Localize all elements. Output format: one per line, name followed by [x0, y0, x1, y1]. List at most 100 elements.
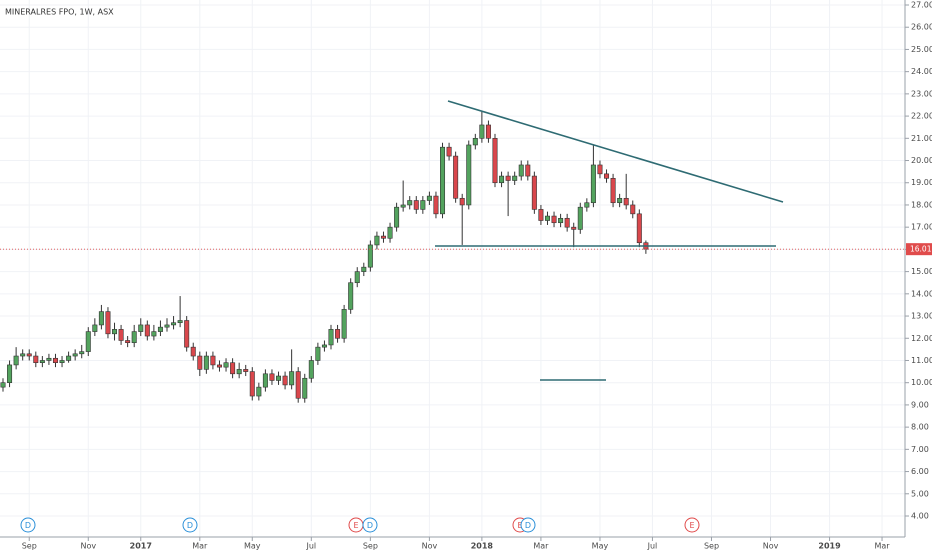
candle-body	[125, 340, 131, 344]
event-marker[interactable]: D	[20, 517, 36, 533]
x-tick-label: Jul	[305, 542, 316, 550]
candle-body	[394, 206, 400, 228]
candle-body	[59, 360, 65, 364]
y-tick-label: 7.00	[911, 445, 929, 454]
event-circle	[20, 517, 36, 533]
candle-body	[295, 371, 301, 399]
candle-body	[308, 360, 314, 379]
x-tick-label: Jul	[647, 542, 658, 550]
y-tick-label: 18.00	[911, 200, 932, 209]
axis-labels: 4.00 5.00 6.00 7.00 8.00 9.00 10.00 11.00 12.00 1…	[20, 1, 932, 550]
candle-body	[315, 346, 321, 361]
y-tick-label: 14.00	[911, 289, 932, 298]
y-tick-label: 6.00	[911, 467, 929, 476]
candle-body	[243, 369, 249, 372]
event-label: D	[25, 521, 31, 530]
x-tick-label: Nov	[422, 542, 438, 550]
y-tick-label: 20.00	[911, 156, 932, 165]
candle-body	[387, 226, 393, 239]
candle-body	[46, 357, 52, 361]
candle-body	[407, 200, 413, 206]
candle-body	[499, 175, 505, 184]
x-tick-label: Mar	[192, 542, 208, 550]
chart-title: MINERALRES FPO, 1W, ASX	[5, 8, 114, 17]
candle-body	[138, 324, 144, 332]
x-tick-label: Mar	[533, 542, 549, 550]
x-tick-label: May	[244, 542, 261, 550]
candle-body	[604, 173, 610, 179]
candle-body	[79, 351, 85, 355]
candle-body	[7, 364, 13, 383]
candle-body	[190, 346, 196, 357]
event-marker[interactable]: E	[684, 517, 700, 533]
candle-body	[492, 138, 498, 184]
last-price-label: 16.01	[910, 245, 932, 254]
candle-body	[505, 175, 511, 181]
x-tick-label: 2018	[471, 542, 494, 550]
candle-body	[289, 371, 295, 386]
candle-body	[590, 164, 596, 204]
candle-body	[466, 144, 472, 206]
candle-body	[282, 375, 288, 386]
candle-body	[361, 266, 367, 272]
x-tick-label: Nov	[763, 542, 779, 550]
candle-body	[531, 175, 537, 210]
candle-body	[26, 353, 32, 357]
candle-body	[302, 377, 308, 399]
event-marker[interactable]: D	[182, 517, 198, 533]
candle-body	[52, 357, 58, 364]
candle-body	[459, 197, 465, 206]
candle-body	[584, 202, 590, 208]
trend-line[interactable]	[447, 100, 784, 203]
candle-body	[413, 200, 419, 210]
candle-body	[144, 324, 150, 337]
event-marker[interactable]: E	[348, 517, 364, 533]
x-tick-label: Mar	[874, 542, 890, 550]
x-tick-label: May	[592, 542, 609, 550]
candle-body	[269, 373, 275, 381]
y-tick-label: 12.00	[911, 334, 932, 343]
x-tick-label: Sep	[363, 542, 378, 550]
candle-body	[33, 355, 39, 364]
candle-body	[0, 382, 6, 388]
y-tick-label: 8.00	[911, 423, 929, 432]
candle-body	[374, 235, 380, 246]
candle-body	[544, 215, 550, 221]
event-label: E	[689, 521, 694, 530]
candle-body	[256, 386, 262, 397]
candle-body	[164, 324, 170, 328]
candle-body	[525, 164, 531, 177]
candles	[0, 111, 905, 403]
candle-body	[328, 329, 334, 346]
candle-body	[512, 175, 518, 181]
candle-body	[617, 197, 623, 204]
candle-body	[433, 195, 439, 215]
event-label: D	[187, 521, 193, 530]
candle-body	[440, 146, 446, 215]
candle-body	[262, 373, 268, 388]
candle-body	[39, 360, 45, 364]
candle-body	[236, 369, 242, 375]
event-marker[interactable]: D	[520, 517, 536, 533]
event-circle	[182, 517, 198, 533]
candle-body	[321, 344, 327, 348]
candle-body	[367, 244, 373, 268]
y-tick-label: 24.00	[911, 67, 932, 76]
candle-body	[210, 355, 216, 366]
candle-body	[66, 355, 72, 361]
candle-body	[564, 217, 570, 228]
candle-body	[92, 324, 98, 332]
candle-body	[184, 320, 190, 348]
candle-body	[538, 209, 544, 221]
candle-body	[446, 146, 452, 157]
candle-body	[348, 282, 354, 310]
y-tick-label: 22.00	[911, 112, 932, 121]
candle-body	[558, 217, 564, 224]
candle-body	[216, 364, 222, 368]
candle-body	[157, 326, 163, 332]
event-marker[interactable]: D	[362, 517, 378, 533]
candle-body	[98, 311, 104, 326]
y-tick-label: 11.00	[911, 356, 932, 365]
